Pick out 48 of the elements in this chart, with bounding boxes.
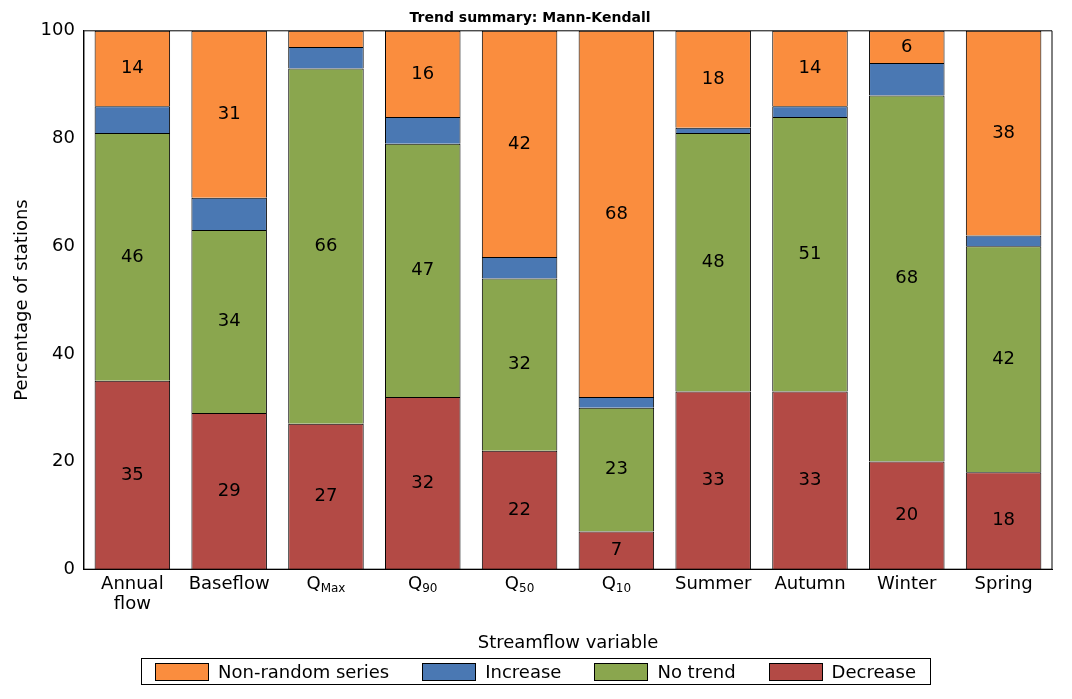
data-label: 42 <box>508 131 532 153</box>
data-label: 27 <box>314 484 338 506</box>
data-label: 42 <box>992 346 1016 368</box>
data-label: 31 <box>217 101 241 123</box>
data-label: 51 <box>798 241 822 263</box>
legend-label: No trend <box>657 661 736 682</box>
data-label: 23 <box>604 457 628 479</box>
data-label: 35 <box>120 462 144 484</box>
data-label: 20 <box>895 503 919 525</box>
data-label: 14 <box>120 56 144 78</box>
x-tick-label: Summer <box>675 571 752 593</box>
data-label: 38 <box>992 120 1016 142</box>
y-tick-label: 100 <box>40 18 75 40</box>
data-label: 32 <box>411 470 435 492</box>
legend-label: Decrease <box>831 661 916 682</box>
y-tick-label: 80 <box>52 126 75 148</box>
data-label: 33 <box>798 468 822 490</box>
x-tick-label: Autumn <box>774 571 846 593</box>
data-label: 29 <box>217 478 241 500</box>
y-tick-label: 60 <box>52 233 75 255</box>
x-tick-label: Baseflow <box>188 571 270 593</box>
y-axis-title: Percentage of stations <box>10 199 32 401</box>
data-label: 18 <box>701 66 725 88</box>
data-label: 33 <box>701 468 725 490</box>
legend-label: Non-random series <box>218 661 390 682</box>
data-label: 18 <box>992 508 1016 530</box>
data-label: 66 <box>314 233 338 255</box>
y-tick-label: 40 <box>52 341 75 363</box>
data-label: 68 <box>604 201 628 223</box>
data-label: 22 <box>508 497 532 519</box>
data-label: 34 <box>217 309 241 331</box>
x-tick-label: Annual flow <box>101 571 164 613</box>
data-label: 46 <box>120 244 144 266</box>
data-label: 68 <box>895 266 919 288</box>
x-tick-label: Winter <box>877 571 938 593</box>
data-label: 47 <box>411 258 435 280</box>
x-axis-title: Streamflow variable <box>477 630 659 652</box>
y-tick-label: 0 <box>63 556 75 578</box>
data-label: 32 <box>508 352 532 374</box>
data-label: 14 <box>798 56 822 78</box>
data-label: 6 <box>901 34 913 56</box>
y-tick-label: 20 <box>52 449 75 471</box>
data-label: 16 <box>411 61 435 83</box>
data-label: 48 <box>701 249 725 271</box>
legend-label: Increase <box>485 661 562 682</box>
chart-title: Trend summary: Mann-Kendall <box>409 9 651 26</box>
x-tick-label: Spring <box>974 571 1033 593</box>
data-label: 7 <box>610 538 623 560</box>
